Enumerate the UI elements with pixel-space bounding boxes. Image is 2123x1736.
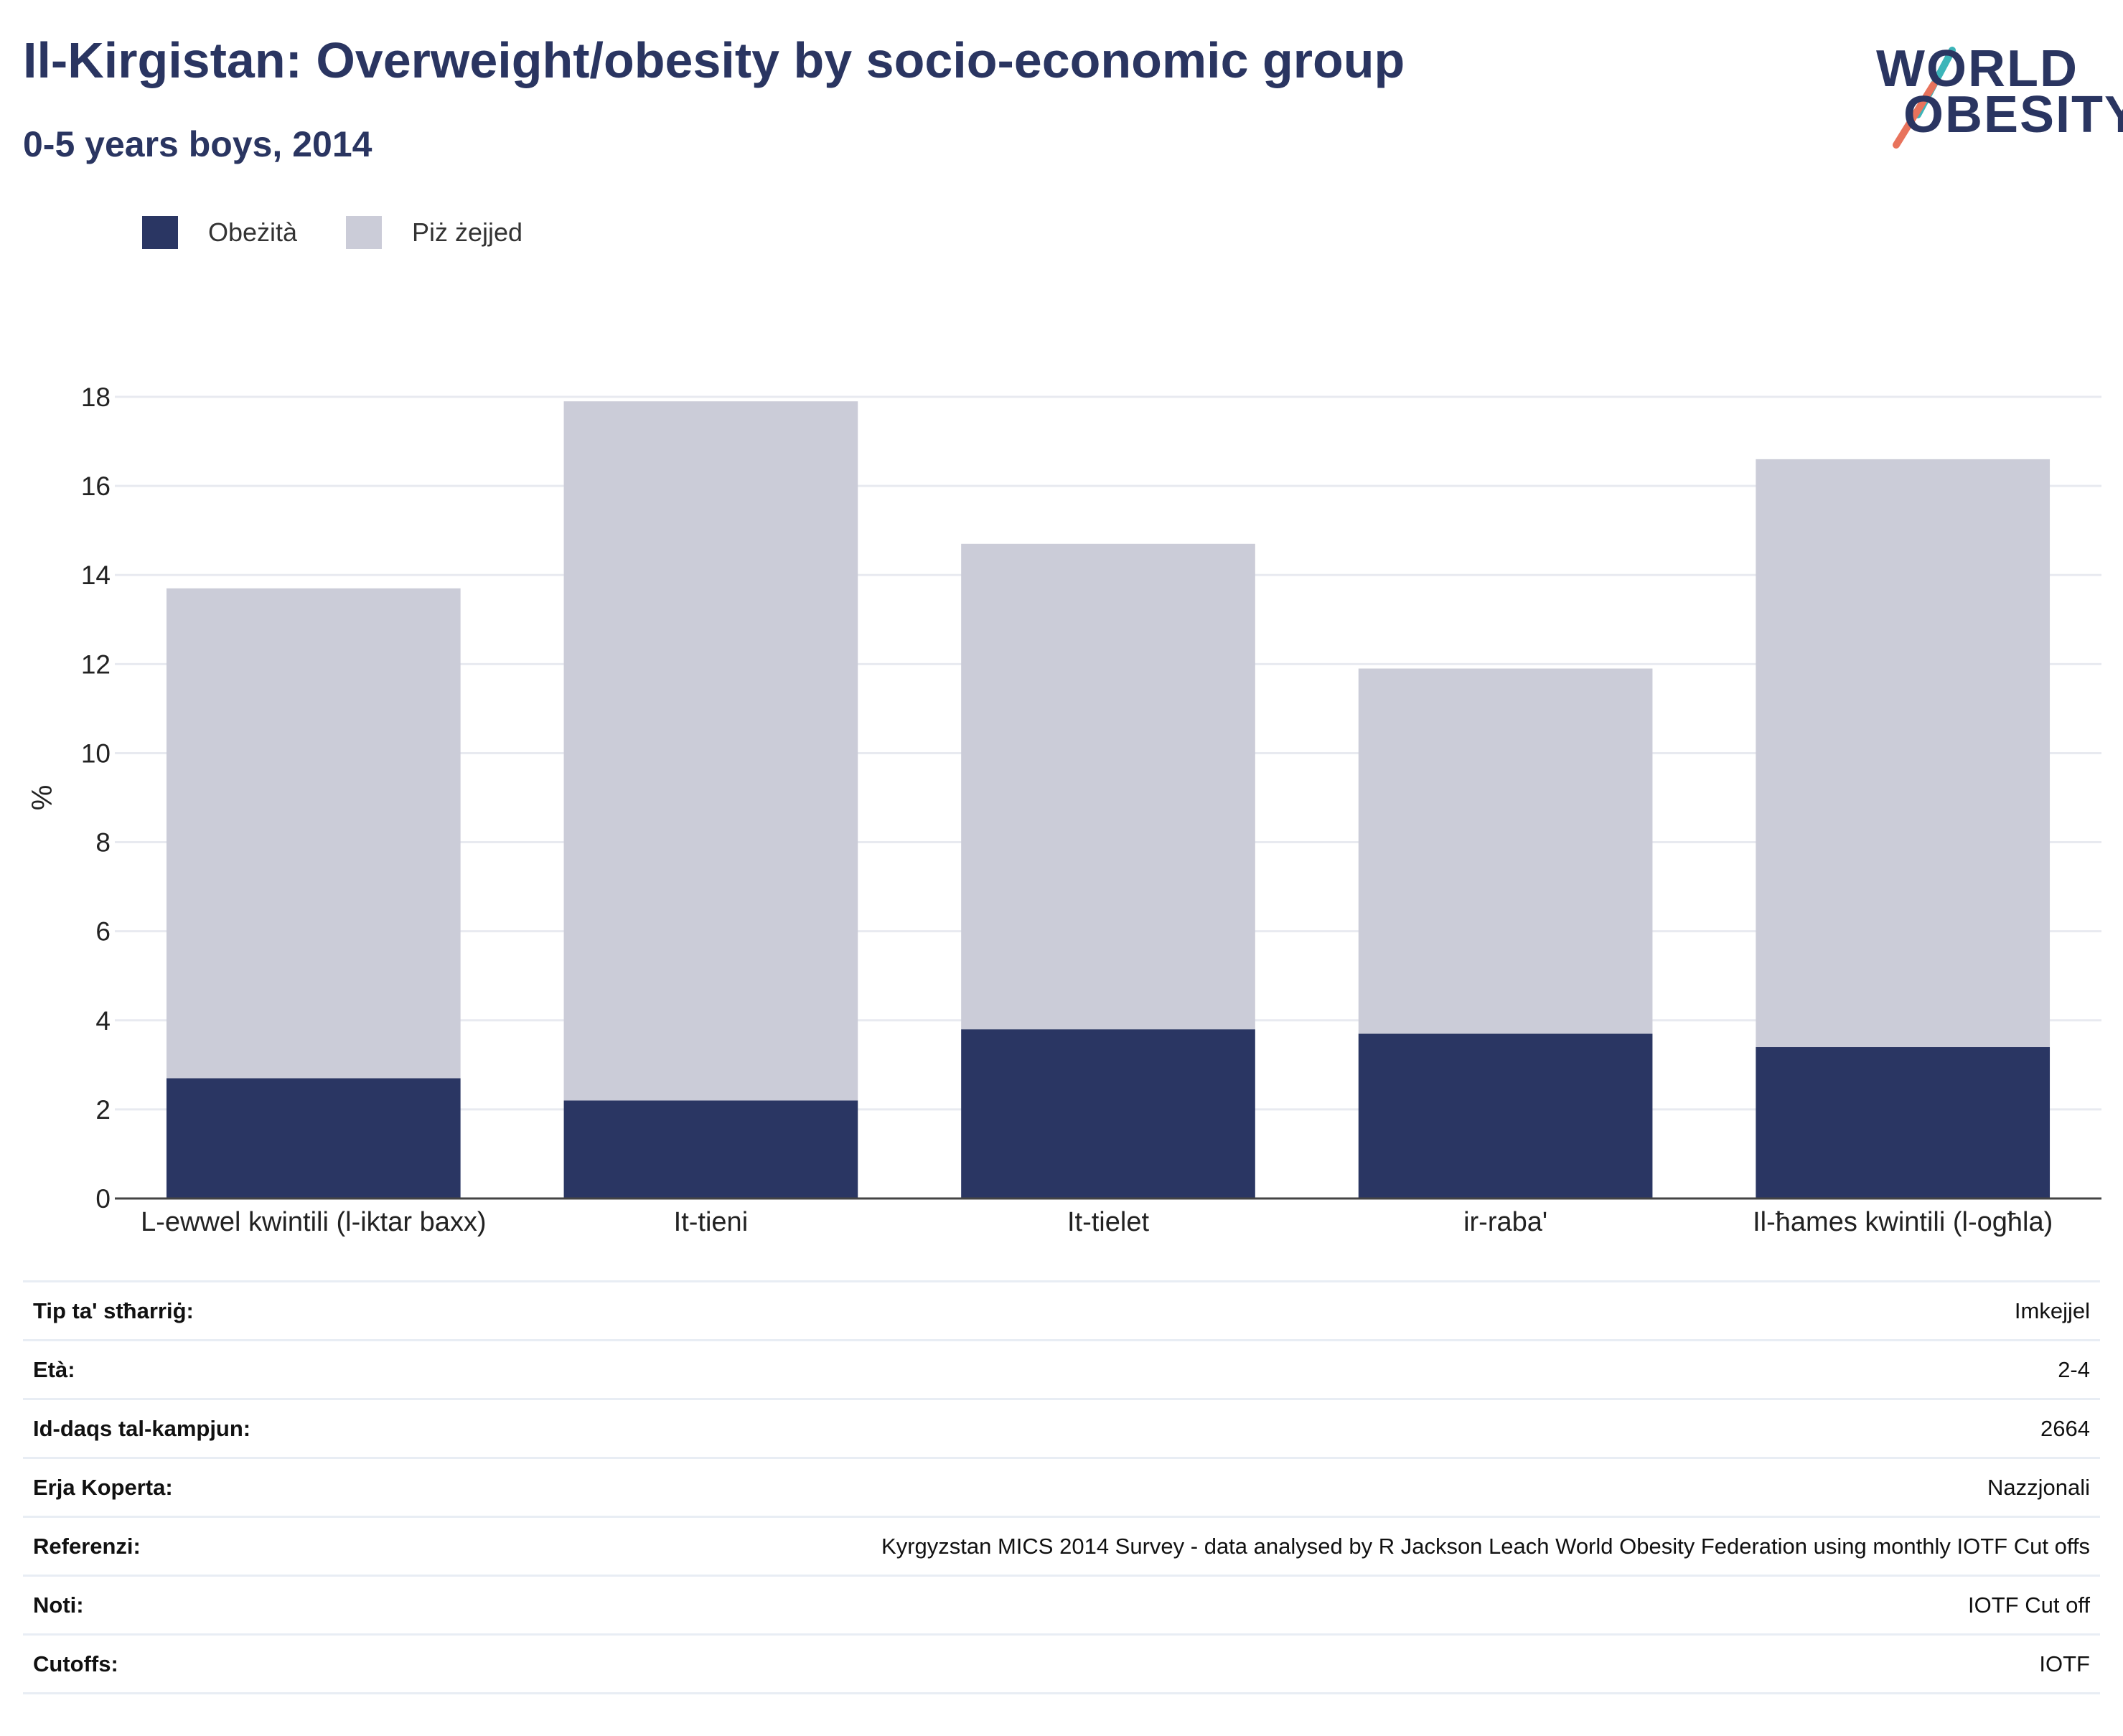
logo-word-obesity: OBESITY	[1903, 86, 2123, 144]
details-row: Cutoffs: IOTF	[23, 1633, 2100, 1694]
details-value: 2664	[2040, 1416, 2090, 1441]
y-tick-label: 12	[81, 649, 111, 679]
details-key: Id-daqs tal-kampjun:	[33, 1416, 251, 1441]
y-tick-label: 6	[95, 917, 111, 947]
logo-slash-coral	[1893, 81, 1937, 149]
y-tick-label: 0	[95, 1184, 111, 1214]
world-obesity-logo: WORLD OBESITY	[1873, 22, 2123, 151]
details-table: Tip ta' stħarriġ: Imkejjel Età: 2-4 Id-daqs …	[23, 1280, 2100, 1694]
y-tick-label: 4	[95, 1006, 111, 1036]
y-axis-label: %	[27, 785, 58, 811]
details-key: Cutoffs:	[33, 1651, 118, 1676]
details-row: Erja Koperta: Nazzjonali	[23, 1457, 2100, 1516]
bar-segment-overweight	[961, 543, 1255, 1030]
legend-swatch-overweight	[346, 216, 382, 249]
y-tick-label: 10	[81, 738, 111, 768]
stacked-bar-chart: 0 2 4 6 8 10 12 14 16 18% L-ewwel kwintili (l-ikta…	[27, 383, 2101, 1237]
chart-subtitle: 0-5 years boys, 2014	[23, 124, 372, 164]
y-tick-label: 8	[95, 828, 111, 858]
details-key: Età:	[33, 1357, 75, 1382]
details-value: 2-4	[2058, 1357, 2090, 1382]
details-value: Kyrgyzstan MICS 2014 Survey - data analy…	[881, 1534, 2090, 1559]
details-key: Erja Koperta:	[33, 1475, 173, 1500]
bar-segment-overweight	[1756, 459, 2051, 1048]
details-value: IOTF	[2039, 1651, 2090, 1676]
x-tick-label: ir-raba'	[1463, 1207, 1547, 1237]
chart-title: Il-Kirgistan: Overweight/obesity by soci…	[23, 32, 1405, 88]
bar-segment-obesity	[1756, 1047, 2051, 1198]
y-tick-label: 18	[81, 383, 111, 412]
details-key: Noti:	[33, 1592, 84, 1618]
bar-segment-obesity	[961, 1029, 1255, 1198]
bar-segment-obesity	[1358, 1033, 1653, 1198]
legend-swatch-obesity	[142, 216, 178, 249]
x-tick-label: It-tieni	[674, 1207, 748, 1237]
details-row: Id-daqs tal-kampjun: 2664	[23, 1398, 2100, 1457]
bar-segment-overweight	[166, 588, 461, 1079]
logo-word-world: WORLD	[1876, 40, 2079, 98]
y-tick-label: 2	[95, 1095, 111, 1125]
bar-segment-obesity	[563, 1100, 858, 1198]
details-row: Tip ta' stħarriġ: Imkejjel	[23, 1280, 2100, 1339]
details-key: Referenzi:	[33, 1534, 141, 1559]
details-key: Tip ta' stħarriġ:	[33, 1298, 194, 1323]
x-tick-label: L-ewwel kwintili (l-iktar baxx)	[141, 1207, 486, 1237]
legend-item-overweight[interactable]: Piż żejjed	[346, 213, 561, 250]
legend-label-obesity: Obeżità	[208, 217, 298, 247]
details-value: IOTF Cut off	[1968, 1592, 2090, 1618]
y-tick-label: 16	[81, 471, 111, 501]
bar-segment-overweight	[1358, 668, 1653, 1034]
details-value: Nazzjonali	[1987, 1475, 2090, 1500]
x-tick-label: Il-ħames kwintili (l-ogħla)	[1753, 1207, 2053, 1237]
bar-segment-obesity	[166, 1078, 461, 1198]
x-tick-label: It-tielet	[1067, 1207, 1149, 1237]
y-tick-label: 14	[81, 560, 111, 590]
legend-item-obesity[interactable]: Obeżità	[142, 213, 322, 250]
details-row: Referenzi: Kyrgyzstan MICS 2014 Survey - …	[23, 1516, 2100, 1575]
logo-slash-icon	[1893, 47, 1956, 149]
details-row: Noti: IOTF Cut off	[23, 1575, 2100, 1633]
bar-segment-overweight	[563, 401, 858, 1101]
details-value: Imkejjel	[2014, 1298, 2090, 1323]
details-row: Età: 2-4	[23, 1339, 2100, 1398]
legend-label-overweight: Piż żejjed	[412, 217, 523, 247]
